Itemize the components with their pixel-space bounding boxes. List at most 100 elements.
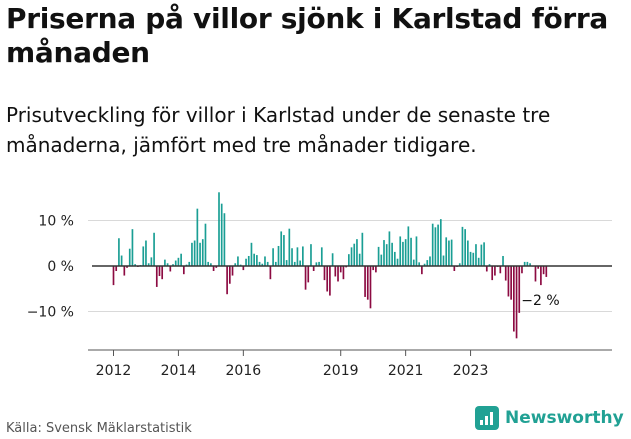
bar — [212, 266, 215, 271]
bar — [431, 223, 434, 267]
bar — [207, 261, 210, 266]
bars — [112, 192, 548, 339]
brand-name: Newsworthy — [505, 408, 624, 428]
bar — [348, 254, 350, 266]
bar — [258, 261, 261, 266]
bar — [545, 266, 548, 277]
bar — [164, 259, 166, 266]
bar — [153, 232, 155, 266]
bar — [453, 266, 456, 271]
bar — [350, 247, 353, 266]
bar — [480, 244, 483, 267]
bar — [245, 258, 247, 266]
bar — [291, 248, 293, 266]
bar — [540, 266, 542, 286]
bar — [123, 266, 126, 276]
bar — [293, 261, 296, 266]
bar — [331, 253, 334, 266]
bar — [407, 226, 410, 266]
bar — [191, 242, 193, 266]
bar — [399, 236, 402, 266]
chart-subtitle: Prisutveckling för villor i Karlstad und… — [6, 103, 551, 157]
x-tick-label: 2023 — [453, 363, 489, 379]
bar — [377, 246, 380, 266]
bar — [429, 256, 431, 266]
bar — [439, 219, 442, 266]
bar — [445, 237, 448, 266]
bar — [521, 266, 523, 274]
bar — [155, 266, 158, 287]
bar — [180, 253, 182, 267]
bar — [142, 246, 145, 266]
bar — [494, 266, 496, 276]
bar — [526, 261, 529, 266]
bar — [464, 229, 466, 266]
bar — [231, 266, 234, 276]
bar — [210, 263, 212, 266]
bar — [250, 242, 253, 266]
bar — [458, 263, 461, 266]
bar — [310, 244, 312, 266]
bar — [323, 266, 326, 281]
bar — [266, 261, 269, 266]
bar — [523, 261, 526, 266]
bar — [296, 247, 299, 266]
bar — [383, 240, 385, 266]
bar — [412, 259, 415, 266]
bar — [280, 231, 283, 266]
bar — [499, 266, 502, 274]
bar — [307, 266, 310, 283]
bar — [304, 266, 307, 290]
bar — [529, 263, 531, 266]
bar — [504, 266, 507, 281]
bar — [288, 228, 291, 266]
bar — [126, 266, 128, 268]
bar — [277, 245, 280, 266]
bar — [326, 266, 329, 292]
bar — [475, 244, 477, 266]
bar-chart: 10 % 0 % −10 % 2012 2014 2016 2019 2021 2023 −2… — [27, 192, 612, 379]
bar — [402, 241, 404, 266]
bar — [188, 261, 191, 266]
bar — [513, 266, 515, 332]
bar — [131, 229, 134, 266]
bar — [485, 266, 488, 272]
bar — [196, 208, 199, 266]
x-tick-label: 2019 — [323, 363, 359, 379]
y-axis-labels: 10 % 0 % −10 % — [27, 214, 74, 321]
bar — [272, 248, 274, 266]
bar — [169, 266, 172, 272]
bar — [461, 226, 464, 266]
bar — [150, 257, 153, 266]
bar — [391, 242, 393, 266]
bar — [228, 266, 231, 284]
bar — [448, 240, 450, 266]
bar — [247, 255, 250, 266]
bar — [353, 243, 356, 266]
bar — [358, 253, 361, 267]
bar — [415, 236, 418, 266]
bar — [337, 266, 339, 282]
bar — [199, 242, 201, 266]
x-axis-ticks: 2012 2014 2016 2019 2021 2023 — [96, 350, 489, 379]
bar — [134, 264, 136, 266]
bar — [218, 192, 220, 266]
bar — [312, 266, 315, 271]
bar — [120, 255, 123, 266]
bar — [421, 266, 423, 275]
y-tick-label: −10 % — [27, 305, 74, 321]
bar — [442, 255, 445, 266]
chart-title: Priserna på villor sjönk i Karlstad förr… — [6, 2, 609, 69]
bar — [172, 264, 174, 266]
bar — [161, 266, 164, 280]
y-tick-label: 0 % — [47, 259, 74, 275]
bar — [467, 240, 469, 266]
bar — [469, 251, 472, 267]
grid-lines — [88, 220, 612, 312]
bar — [302, 246, 304, 266]
bar — [423, 263, 426, 266]
bar — [201, 239, 204, 266]
bar — [472, 252, 475, 266]
bar — [396, 258, 399, 266]
bar — [339, 266, 342, 273]
